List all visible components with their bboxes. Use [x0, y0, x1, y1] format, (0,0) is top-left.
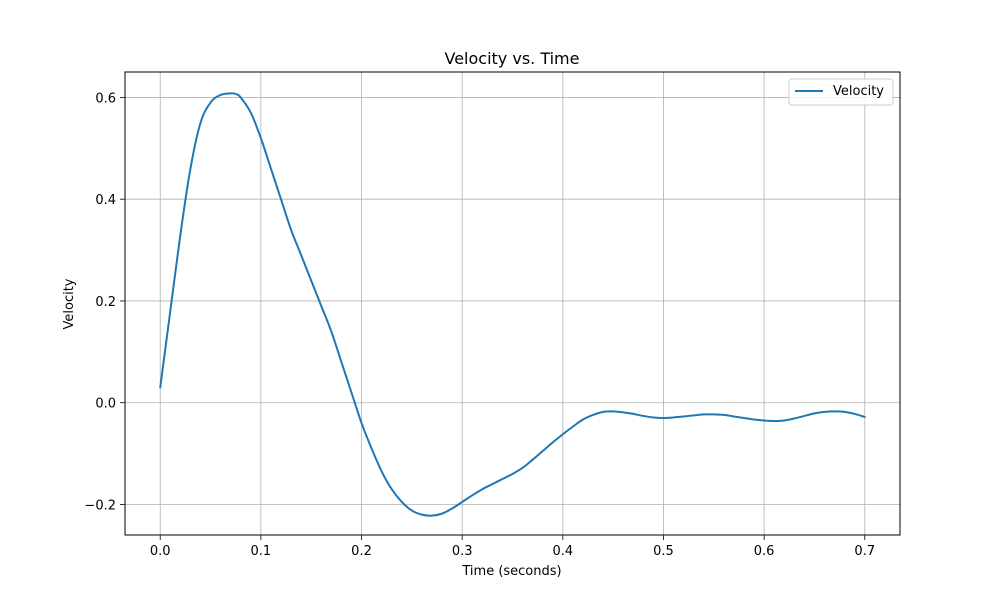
x-tick-label: 0.4 [552, 544, 573, 559]
x-tick-label: 0.1 [251, 544, 272, 559]
x-tick-label: 0.7 [854, 544, 875, 559]
x-tick-label: 0.6 [754, 544, 775, 559]
x-tick-label: 0.2 [351, 544, 372, 559]
legend-box [788, 78, 894, 106]
grid-lines [125, 72, 900, 535]
y-tick-label: 0.2 [95, 295, 116, 310]
y-tick-label: 0.6 [95, 91, 116, 106]
chart-title: Velocity vs. Time [445, 49, 580, 68]
x-axis-label: Time (seconds) [461, 564, 561, 579]
x-tick-label: 0.0 [150, 544, 171, 559]
y-tick-label: 0.4 [95, 193, 116, 208]
plot-frame [124, 71, 901, 536]
legend-label-velocity: Velocity [833, 84, 884, 99]
y-axis-ticks: −0.2 0.0 0.2 0.4 0.6 [84, 91, 125, 513]
x-tick-label: 0.3 [452, 544, 473, 559]
series-line-velocity [159, 92, 866, 517]
legend: Velocity [788, 78, 894, 106]
y-tick-label: −0.2 [84, 498, 116, 513]
y-axis-label: Velocity [62, 278, 77, 329]
x-tick-label: 0.5 [653, 544, 674, 559]
x-axis-ticks: 0.0 0.1 0.2 0.3 0.4 0.5 0.6 0.7 [150, 535, 875, 559]
y-tick-label: 0.0 [95, 397, 116, 412]
series-layer [159, 92, 866, 517]
